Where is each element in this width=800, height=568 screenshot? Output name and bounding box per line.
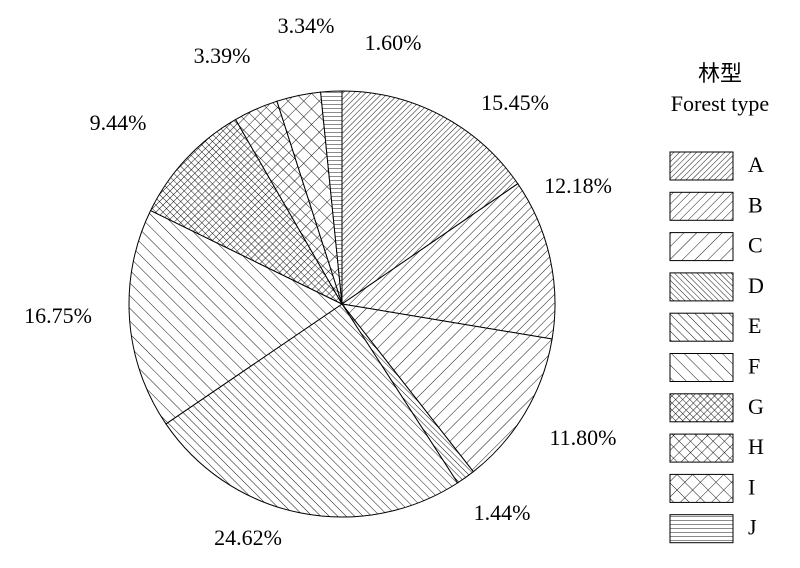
pie-slice xyxy=(340,303,553,473)
legend-label: B xyxy=(748,192,763,217)
legend-swatch xyxy=(669,191,734,221)
pie-slice xyxy=(340,183,556,340)
legend-title: Forest type xyxy=(671,91,769,116)
data-label: 24.62% xyxy=(214,525,282,550)
legend-label: D xyxy=(748,273,764,298)
data-label: 3.34% xyxy=(278,13,335,38)
legend-label: C xyxy=(748,233,763,258)
legend-label: E xyxy=(748,313,761,338)
data-label: 12.18% xyxy=(544,173,612,198)
pie-slice xyxy=(320,90,343,305)
pie-slice xyxy=(341,90,519,305)
data-label: 15.45% xyxy=(481,90,549,115)
data-label: 9.44% xyxy=(90,110,147,135)
legend-title: 林型 xyxy=(698,61,742,86)
legend-label: A xyxy=(748,152,764,177)
legend-label: J xyxy=(748,515,757,540)
legend-label: G xyxy=(748,394,764,419)
legend-swatch xyxy=(669,312,734,342)
pie-slice xyxy=(165,303,459,518)
data-label: 1.60% xyxy=(365,30,422,55)
pie-slice xyxy=(149,118,344,306)
legend-label: H xyxy=(748,434,764,459)
legend-label: I xyxy=(748,474,755,499)
data-label: 11.80% xyxy=(549,425,616,450)
data-label: 1.44% xyxy=(474,500,531,525)
legend-swatch xyxy=(669,393,734,423)
data-label: 3.39% xyxy=(194,43,251,68)
legend-swatch xyxy=(669,232,734,262)
legend-swatch xyxy=(669,433,734,463)
data-label: 16.75% xyxy=(24,303,92,328)
legend-swatch xyxy=(669,514,734,544)
legend-swatch xyxy=(669,272,734,302)
legend-swatch xyxy=(669,353,734,382)
legend-swatch xyxy=(669,151,734,181)
legend-swatch xyxy=(669,473,734,503)
pie-slice xyxy=(128,209,343,425)
legend-label: F xyxy=(748,354,760,379)
